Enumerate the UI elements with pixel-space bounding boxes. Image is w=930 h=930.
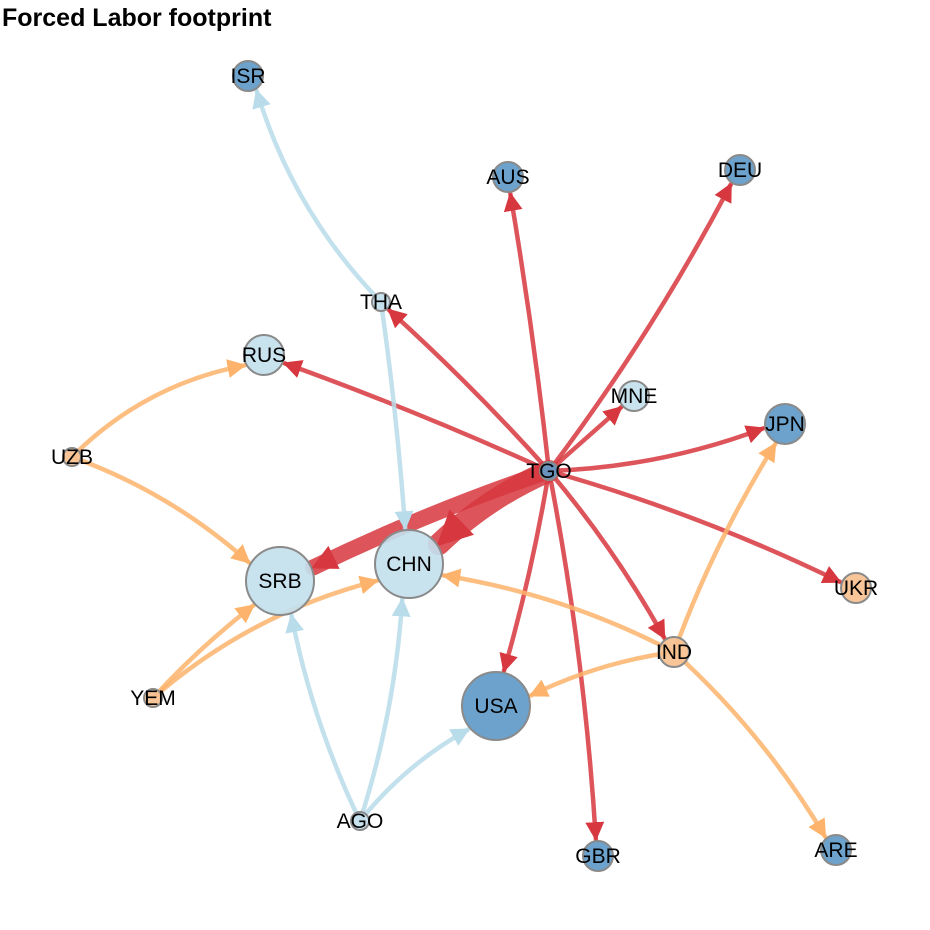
edge-tgo-srb: [305, 463, 557, 576]
node-label-srb: SRB: [258, 570, 301, 593]
node-label-deu: DEU: [718, 159, 762, 182]
chart-title: Forced Labor footprint: [2, 4, 272, 32]
node-circle-tha: [371, 292, 391, 312]
node-label-chn: CHN: [386, 553, 432, 576]
edge-tha-isr: [252, 88, 384, 305]
node-are: ARE: [814, 834, 858, 866]
node-circle-uzb: [62, 447, 82, 467]
edge-uzb-srb: [69, 454, 252, 565]
node-label-aus: AUS: [486, 166, 529, 189]
node-label-rus: RUS: [242, 344, 286, 367]
edge-yem-chn: [150, 575, 380, 701]
edge-ago-usa: [357, 726, 471, 824]
node-ago: AGO: [337, 810, 384, 833]
node-circle-ind: [658, 636, 690, 668]
node-usa: USA: [461, 671, 531, 741]
edge-tgo-usa: [499, 468, 552, 674]
edge-ind-are: [671, 649, 828, 840]
node-label-isr: ISR: [230, 65, 265, 88]
node-circle-chn: [374, 529, 444, 599]
edge-tgo-gbr: [546, 468, 605, 842]
edge-tgo-ukr: [546, 468, 843, 585]
node-label-usa: USA: [474, 695, 517, 718]
node-circle-rus: [243, 334, 285, 376]
edge-tgo-ind: [546, 468, 667, 641]
node-isr: ISR: [230, 60, 266, 92]
node-label-are: ARE: [814, 839, 857, 862]
node-circle-ago: [350, 811, 370, 831]
edge-tgo-rus: [282, 360, 552, 474]
node-label-jpn: JPN: [765, 413, 805, 436]
edge-tha-chn: [378, 299, 414, 531]
node-label-mne: MNE: [611, 385, 658, 408]
node-label-ago: AGO: [337, 810, 384, 833]
edge-ago-chn: [357, 597, 411, 824]
edges-layer: [69, 88, 843, 842]
node-circle-srb: [245, 546, 315, 616]
node-circle-deu: [724, 154, 756, 186]
node-label-tgo: TGO: [526, 460, 572, 483]
node-circle-yem: [143, 688, 163, 708]
edge-tgo-deu: [546, 182, 734, 474]
node-circle-gbr: [582, 840, 614, 872]
node-uzb: UZB: [51, 446, 93, 469]
edge-ind-usa: [528, 649, 677, 698]
nodes-layer: ISR AUS DEU THA RUS MNE JPN UZB TGO CHN SRB UKR IND Y…: [51, 60, 878, 872]
node-gbr: GBR: [575, 840, 621, 872]
node-ind: IND: [656, 636, 692, 668]
edge-tgo-aus: [503, 191, 552, 474]
edge-tgo-jpn: [546, 425, 766, 474]
node-mne: MNE: [611, 380, 658, 412]
node-circle-jpn: [764, 403, 806, 445]
node-circle-are: [820, 834, 852, 866]
node-label-yem: YEM: [130, 687, 176, 710]
node-label-gbr: GBR: [575, 845, 621, 868]
node-circle-tgo: [539, 461, 559, 481]
node-label-ukr: UKR: [834, 577, 878, 600]
node-yem: YEM: [130, 687, 176, 710]
edge-ind-jpn: [671, 441, 778, 655]
node-ukr: UKR: [834, 572, 878, 604]
node-circle-mne: [618, 380, 650, 412]
node-label-uzb: UZB: [51, 446, 93, 469]
node-tgo: TGO: [526, 460, 572, 483]
node-tha: THA: [360, 291, 402, 314]
node-circle-aus: [492, 161, 524, 193]
node-srb: SRB: [245, 546, 315, 616]
node-deu: DEU: [718, 154, 762, 186]
edge-tgo-tha: [386, 307, 552, 474]
node-rus: RUS: [242, 334, 286, 376]
edge-uzb-rus: [69, 359, 247, 460]
edge-ind-chn: [440, 568, 677, 655]
node-jpn: JPN: [764, 403, 806, 445]
node-label-tha: THA: [360, 291, 402, 314]
node-circle-isr: [232, 60, 264, 92]
node-chn: CHN: [374, 529, 444, 599]
node-circle-ukr: [840, 572, 872, 604]
edge-ago-srb: [285, 612, 363, 824]
node-circle-usa: [461, 671, 531, 741]
node-label-ind: IND: [656, 641, 692, 664]
node-aus: AUS: [486, 161, 530, 193]
